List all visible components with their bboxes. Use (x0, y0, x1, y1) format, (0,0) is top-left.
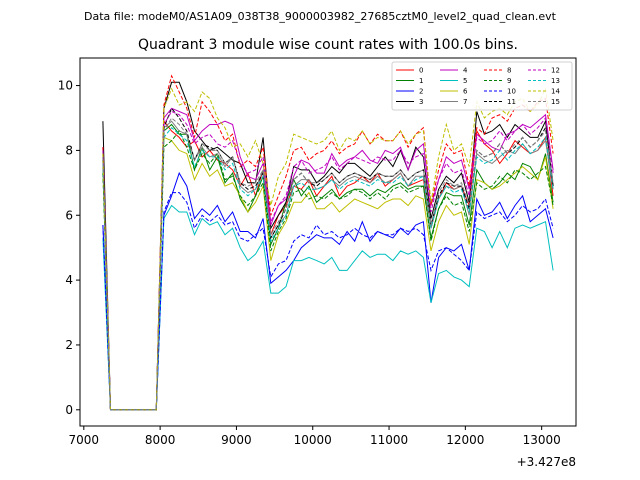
x-tick-label: 8000 (145, 433, 176, 447)
legend-label-15: 15 (551, 98, 560, 106)
x-tick-label: 10000 (294, 433, 332, 447)
chart-title: Quadrant 3 module wise count rates with … (138, 37, 518, 53)
y-axis: 0 2 4 6 8 10 (58, 79, 80, 417)
x-offset-label: +3.427e8 (517, 455, 576, 469)
x-tick-label: 9000 (221, 433, 252, 447)
legend-label-0: 0 (419, 67, 423, 75)
legend-label-14: 14 (551, 88, 560, 96)
x-tick-label: 13000 (523, 433, 561, 447)
y-tick-label: 2 (65, 338, 73, 352)
legend-label-12: 12 (551, 67, 560, 75)
legend-label-10: 10 (507, 88, 516, 96)
legend-label-11: 11 (507, 98, 516, 106)
legend-label-4: 4 (463, 67, 468, 75)
x-tick-label: 11000 (370, 433, 408, 447)
x-axis: 7000 8000 9000 10000 11000 12000 13000 (69, 426, 561, 447)
series-line-4 (102, 107, 554, 411)
y-tick-label: 6 (65, 208, 73, 222)
y-tick-label: 10 (58, 79, 73, 93)
legend-label-2: 2 (419, 88, 423, 96)
y-tick-label: 4 (65, 273, 73, 287)
legend-label-8: 8 (507, 67, 511, 75)
series-line-15 (102, 117, 554, 411)
series-line-6 (102, 136, 554, 411)
legend-label-1: 1 (419, 77, 423, 85)
series-line-1 (102, 123, 554, 411)
legend-label-13: 13 (551, 77, 560, 85)
legend-label-9: 9 (507, 77, 511, 85)
series-line-0 (102, 119, 554, 411)
y-tick-label: 0 (65, 403, 73, 417)
series-line-14 (102, 87, 554, 411)
plot-frame (79, 57, 577, 427)
series-line-11 (102, 107, 554, 411)
x-tick-label: 12000 (446, 433, 484, 447)
data-file-suptitle: Data file: modeM0/AS1A09_038T38_90000039… (84, 10, 557, 23)
legend-label-7: 7 (463, 98, 467, 106)
series-line-12 (102, 110, 554, 411)
series-line-2 (102, 171, 554, 411)
series-line-10 (102, 192, 554, 411)
legend-label-6: 6 (463, 88, 468, 96)
series-line-3 (102, 81, 554, 411)
x-tick-label: 7000 (69, 433, 100, 447)
legend-box (391, 61, 573, 111)
series-line-9 (102, 130, 554, 411)
series-line-7 (102, 120, 554, 411)
series-line-13 (102, 126, 554, 411)
legend-label-5: 5 (463, 77, 467, 85)
y-tick-label: 8 (65, 143, 73, 157)
legend-label-3: 3 (419, 98, 423, 106)
series-line-5 (102, 204, 554, 411)
series-layer (102, 74, 554, 411)
